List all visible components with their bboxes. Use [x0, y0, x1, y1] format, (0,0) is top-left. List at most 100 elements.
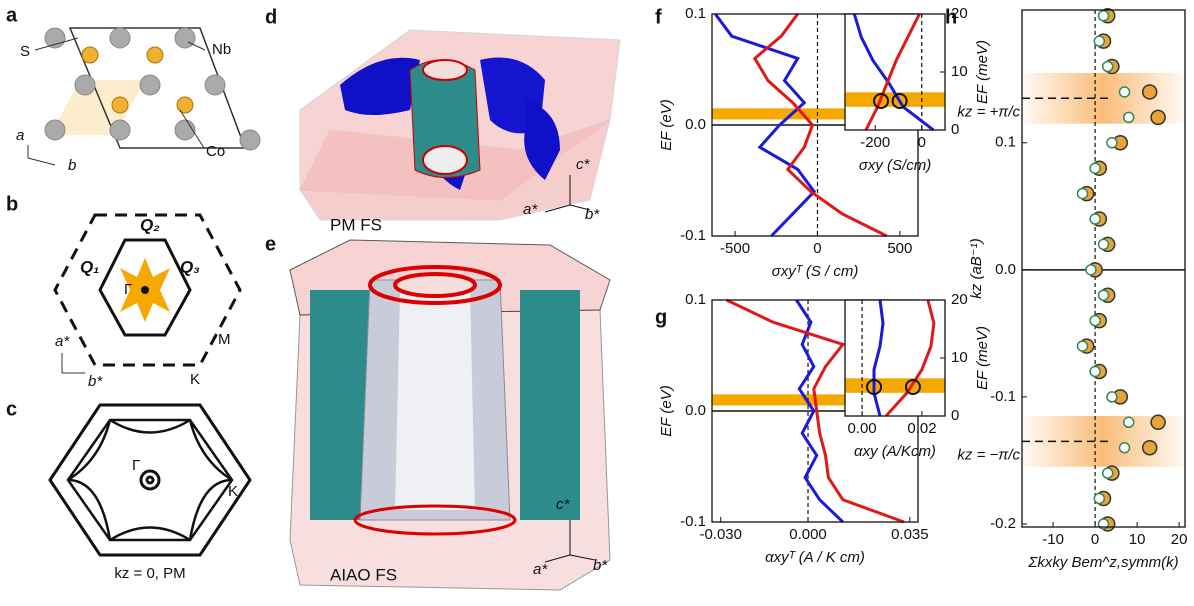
pocket: [141, 471, 159, 489]
x-tick-label: -10: [1042, 531, 1064, 548]
panel-letter: g: [655, 306, 667, 328]
point: [1094, 36, 1104, 46]
pocket: [423, 60, 467, 80]
point: [1107, 138, 1117, 148]
point: [1120, 443, 1130, 453]
panel-letter: a: [6, 4, 18, 26]
label: AIAO FS: [330, 565, 397, 584]
highlight-band: [845, 378, 945, 393]
label: PM FS: [330, 215, 382, 234]
label: b*: [88, 373, 103, 390]
axes: [28, 145, 55, 165]
label: a: [16, 127, 24, 144]
label: Q₂: [140, 215, 160, 234]
y-tick-label: 0.0: [685, 402, 706, 419]
point: [1090, 316, 1100, 326]
x-tick-label: 0: [1091, 531, 1099, 548]
aiao-fermi-surface: [290, 240, 610, 590]
fermi-contour: [50, 405, 250, 555]
y-axis-label: EF (eV): [658, 385, 675, 436]
y-axis-label: EF (meV): [974, 326, 991, 390]
cylinder: [395, 290, 475, 510]
y-tick-label: 0.1: [995, 134, 1016, 151]
point: [1099, 11, 1109, 21]
point: [1151, 415, 1165, 429]
panel-letter: c: [6, 398, 17, 420]
point: [1077, 341, 1087, 351]
y-tick-label: -0.1: [680, 227, 706, 244]
zone: [50, 405, 250, 555]
x-tick-label: -500: [720, 240, 750, 257]
x-tick-label: -200: [860, 134, 890, 151]
figure: a b c d e f g h S Nb Co a b Q₂: [0, 0, 1194, 601]
label: c*: [556, 496, 571, 513]
brillouin-zone: Q₂ Q₁ Q₃ Γ a* b* M K: [55, 215, 240, 390]
label: b: [68, 157, 76, 174]
label: M: [218, 331, 231, 348]
y-tick-label: 0.0: [685, 116, 706, 133]
point: [1107, 392, 1117, 402]
panel-letter: b: [6, 193, 18, 215]
label: Nb: [212, 41, 231, 58]
label: Q₃: [180, 257, 200, 276]
x-tick-label: 10: [1129, 531, 1146, 548]
plot-area: [845, 300, 945, 416]
x-tick-label: 0: [813, 240, 821, 257]
y-tick-label: 20: [951, 291, 968, 308]
label: Γ: [124, 281, 132, 298]
point: [1120, 87, 1130, 97]
label: S: [20, 43, 30, 60]
panel-letter: d: [265, 6, 277, 28]
point: [1090, 366, 1100, 376]
y-tick-label: 0: [951, 121, 959, 138]
point: [1103, 468, 1113, 478]
x-tick-label: 0.035: [891, 526, 929, 543]
point: [1099, 239, 1109, 249]
x-tick-label: 0: [918, 134, 926, 151]
point: [1086, 265, 1096, 275]
x-axis-label: σxyᵀ (S / cm): [772, 263, 859, 280]
point: [1124, 417, 1134, 427]
sheet: [520, 290, 580, 520]
y-axis-label: EF (meV): [974, 40, 991, 104]
label: Γ: [132, 457, 140, 474]
point: [1151, 110, 1165, 124]
pocket: [147, 477, 153, 483]
sheet: [340, 58, 420, 115]
y-tick-label: 10: [951, 63, 968, 80]
point: [1099, 290, 1109, 300]
y-tick-label: 20: [951, 5, 968, 22]
y-axis-label: EF (eV): [658, 99, 675, 150]
contour: [68, 420, 232, 540]
y-tick-label: 0.0: [995, 261, 1016, 278]
point: [1094, 494, 1104, 504]
label: Q₁: [80, 257, 99, 276]
x-tick-label: 0.00: [847, 420, 876, 437]
x-tick-label: 0.000: [789, 526, 827, 543]
point: [1077, 189, 1087, 199]
contour: [68, 420, 232, 540]
x-tick-label: 0.02: [907, 420, 936, 437]
label: kz = 0, PM: [114, 565, 185, 582]
y-tick-label: 0.1: [685, 291, 706, 308]
y-tick-label: 0.1: [685, 5, 706, 22]
point: [1090, 214, 1100, 224]
y-tick-label: -0.1: [990, 388, 1016, 405]
annotation: kz = −π/c: [957, 446, 1020, 463]
y-tick-label: -0.1: [680, 513, 706, 530]
pocket: [423, 146, 467, 174]
point: [1090, 163, 1100, 173]
annotation: kz = +π/c: [957, 103, 1020, 120]
y-axis-label: kz (aB⁻¹): [968, 238, 985, 298]
gamma: [141, 286, 149, 294]
x-axis-label: σxy (S/cm): [859, 157, 931, 174]
panel-letter: f: [655, 6, 662, 28]
x-axis-label: αxyᵀ (A / K cm): [765, 549, 865, 566]
x-axis-label: Σkxky Bem^z,symm(k): [1027, 554, 1178, 571]
point: [1143, 441, 1157, 455]
point: [1124, 112, 1134, 122]
pm-fermi-surface: [300, 30, 620, 220]
label: a*: [533, 561, 548, 578]
point: [1143, 85, 1157, 99]
label: c*: [576, 156, 591, 173]
